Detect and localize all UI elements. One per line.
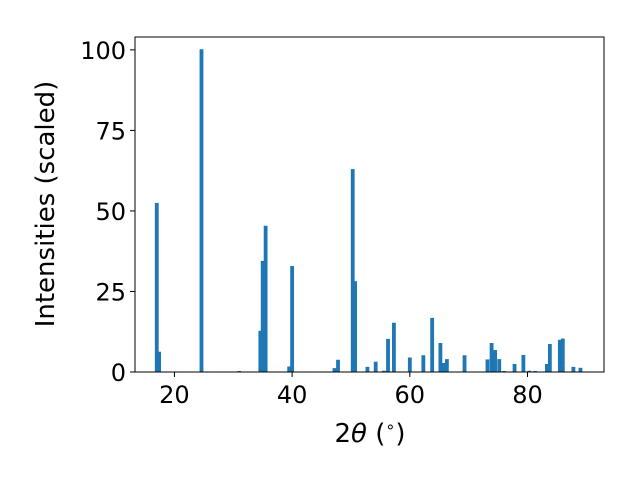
bar	[263, 225, 268, 372]
x-tick-label: 80	[512, 381, 543, 409]
y-axis-label: Intensities (scaled)	[31, 81, 61, 328]
bar	[489, 343, 494, 372]
bar	[386, 338, 390, 372]
bar	[258, 330, 263, 372]
bar	[462, 355, 467, 372]
bar	[157, 351, 162, 372]
bar	[444, 359, 449, 372]
y-tick-label: 50	[95, 198, 126, 226]
bar	[497, 359, 502, 372]
bar	[560, 338, 565, 372]
bar	[545, 363, 549, 372]
bar	[154, 202, 159, 372]
bar	[421, 355, 426, 372]
y-axis-ticks: 0 25 50 75 100	[80, 37, 135, 387]
bar	[336, 359, 340, 372]
y-tick-label: 75	[95, 117, 126, 145]
x-tick-label: 40	[277, 381, 308, 409]
bar	[442, 362, 446, 372]
bar	[382, 370, 386, 372]
bar	[571, 366, 576, 372]
x-axis-label-theta: θ	[351, 419, 367, 449]
bar	[290, 266, 295, 372]
y-tick-label: 100	[80, 37, 126, 65]
x-axis-label-part: (	[367, 419, 385, 449]
x-axis-ticks: 20 40 60 80	[159, 372, 543, 409]
bar	[438, 343, 443, 372]
y-tick-label: 0	[111, 359, 126, 387]
x-axis-label-part: 2	[334, 419, 351, 449]
x-axis-label-part: )	[395, 419, 405, 449]
y-tick-label: 25	[95, 278, 126, 306]
x-axis-label: 2θ (∘)	[334, 417, 405, 449]
bar	[353, 281, 357, 372]
bar	[430, 317, 435, 372]
bar	[199, 49, 204, 373]
x-tick-label: 20	[159, 381, 190, 409]
bar	[373, 361, 378, 372]
bar	[392, 322, 396, 372]
bar	[350, 169, 355, 372]
bar	[493, 350, 498, 372]
bars-group	[154, 49, 583, 373]
bar	[365, 366, 370, 372]
plot-frame	[134, 36, 605, 373]
x-axis-label-degree: ∘	[385, 417, 395, 436]
bar	[485, 359, 490, 372]
bar	[521, 354, 526, 372]
x-tick-label: 60	[395, 381, 426, 409]
bar	[332, 368, 337, 372]
bar	[512, 363, 517, 372]
bar	[578, 367, 583, 372]
bar	[557, 339, 562, 372]
bar	[407, 357, 412, 372]
bar	[260, 260, 265, 372]
bar	[527, 370, 532, 372]
bar	[547, 343, 552, 372]
bar	[287, 366, 292, 372]
